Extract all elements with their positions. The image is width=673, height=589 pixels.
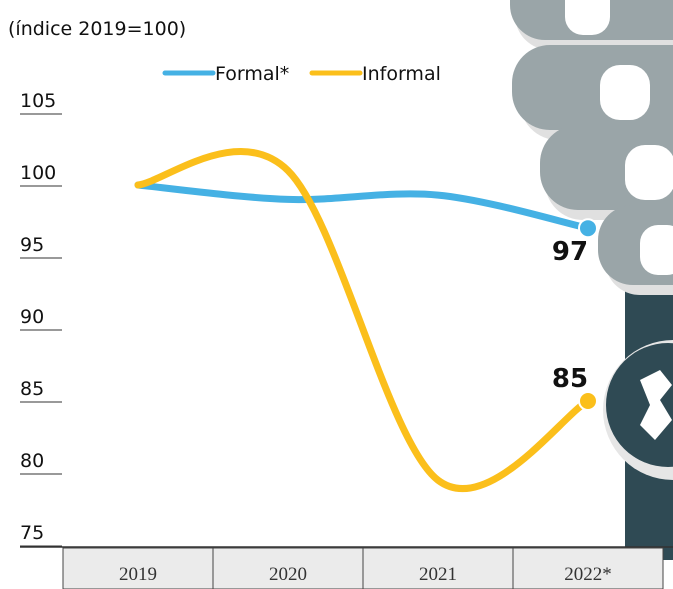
- legend-label: Formal*: [215, 63, 289, 85]
- y-tick-label: 105: [20, 90, 56, 112]
- x-tick-label: 2022*: [564, 564, 612, 585]
- x-tick-label: 2020: [269, 564, 307, 585]
- illustration: [510, 0, 673, 560]
- x-tick-label: 2021: [419, 564, 457, 585]
- y-tick-label: 90: [20, 306, 44, 328]
- y-tick-label: 85: [20, 378, 44, 400]
- series-line: [138, 185, 588, 228]
- y-tick-label: 95: [20, 234, 44, 256]
- data-label: 97: [552, 237, 588, 267]
- y-tick-label: 100: [20, 162, 56, 184]
- chart-subtitle: (índice 2019=100): [8, 18, 186, 40]
- y-tick-label: 80: [20, 450, 44, 472]
- end-marker: [579, 219, 597, 237]
- legend-label: Informal: [362, 63, 441, 85]
- x-tick-label: 2019: [119, 564, 157, 585]
- data-label: 85: [552, 364, 588, 394]
- end-marker: [579, 392, 597, 410]
- y-tick-label: 75: [20, 522, 44, 544]
- series-line: [138, 152, 588, 489]
- chart: (índice 2019=100) 75 80 85 90 95 100 105 2019 20…: [0, 0, 673, 589]
